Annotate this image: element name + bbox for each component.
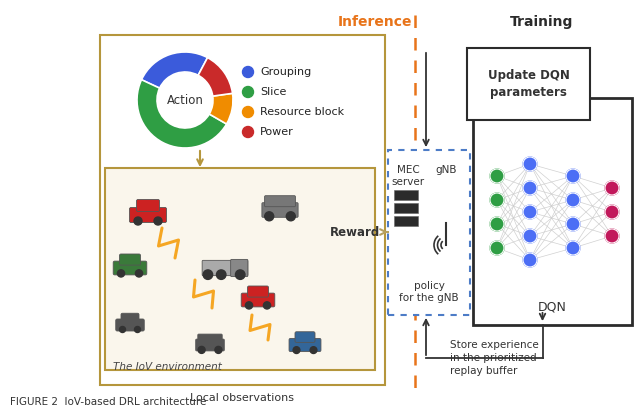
Bar xyxy=(467,48,590,120)
Circle shape xyxy=(120,326,125,333)
FancyBboxPatch shape xyxy=(394,203,418,213)
Circle shape xyxy=(198,346,205,353)
Wedge shape xyxy=(198,58,232,96)
FancyBboxPatch shape xyxy=(264,196,296,207)
Circle shape xyxy=(310,347,317,353)
Text: Store experience
in the prioritized
replay buffer: Store experience in the prioritized repl… xyxy=(450,340,539,376)
Circle shape xyxy=(243,86,253,97)
Text: Local observations: Local observations xyxy=(191,393,294,403)
FancyBboxPatch shape xyxy=(394,190,418,200)
Circle shape xyxy=(566,193,580,207)
Text: Slice: Slice xyxy=(260,87,286,97)
Circle shape xyxy=(158,73,212,127)
Text: FIGURE 2  IoV-based DRL architecture: FIGURE 2 IoV-based DRL architecture xyxy=(10,397,206,407)
Circle shape xyxy=(216,270,226,279)
Bar xyxy=(100,35,385,385)
Circle shape xyxy=(523,181,537,195)
Circle shape xyxy=(605,181,619,195)
Circle shape xyxy=(605,205,619,219)
Bar xyxy=(105,168,375,370)
Text: The IoV environment: The IoV environment xyxy=(113,362,222,372)
Circle shape xyxy=(134,326,141,333)
Wedge shape xyxy=(209,93,233,124)
Bar xyxy=(388,150,470,315)
Circle shape xyxy=(117,270,125,277)
FancyBboxPatch shape xyxy=(113,261,147,275)
Text: gNB: gNB xyxy=(435,165,457,175)
Circle shape xyxy=(523,253,537,267)
Circle shape xyxy=(566,241,580,255)
Circle shape xyxy=(566,217,580,231)
Text: Update DQN
parameters: Update DQN parameters xyxy=(488,69,570,99)
Circle shape xyxy=(523,157,537,171)
Text: Action: Action xyxy=(166,94,204,106)
FancyBboxPatch shape xyxy=(136,200,159,211)
FancyBboxPatch shape xyxy=(241,293,275,307)
Circle shape xyxy=(243,126,253,137)
FancyBboxPatch shape xyxy=(289,338,321,352)
Circle shape xyxy=(490,169,504,183)
FancyBboxPatch shape xyxy=(121,313,139,323)
Circle shape xyxy=(264,302,271,309)
Circle shape xyxy=(243,67,253,77)
Text: DQN: DQN xyxy=(538,300,567,313)
FancyBboxPatch shape xyxy=(295,332,315,342)
Circle shape xyxy=(523,205,537,219)
Circle shape xyxy=(286,212,295,221)
FancyBboxPatch shape xyxy=(196,339,224,351)
Circle shape xyxy=(293,347,300,353)
Text: Power: Power xyxy=(260,127,294,137)
FancyBboxPatch shape xyxy=(116,319,144,331)
Text: Training: Training xyxy=(510,15,573,29)
Bar xyxy=(473,98,632,325)
Wedge shape xyxy=(137,80,227,148)
Circle shape xyxy=(265,212,274,221)
Circle shape xyxy=(490,241,504,255)
Circle shape xyxy=(236,270,245,279)
FancyBboxPatch shape xyxy=(198,334,222,343)
Circle shape xyxy=(136,270,143,277)
Text: Inference: Inference xyxy=(338,15,412,29)
Circle shape xyxy=(203,270,212,279)
Circle shape xyxy=(566,169,580,183)
Text: Resource block: Resource block xyxy=(260,107,344,117)
FancyBboxPatch shape xyxy=(230,259,248,276)
Text: Grouping: Grouping xyxy=(260,67,311,77)
Circle shape xyxy=(490,193,504,207)
Text: Reward: Reward xyxy=(330,225,380,238)
FancyBboxPatch shape xyxy=(120,254,141,265)
FancyBboxPatch shape xyxy=(394,216,418,226)
Circle shape xyxy=(215,346,222,353)
Circle shape xyxy=(154,217,162,225)
Text: policy
for the gNB: policy for the gNB xyxy=(399,281,459,303)
FancyBboxPatch shape xyxy=(202,261,248,276)
Wedge shape xyxy=(141,52,207,88)
Circle shape xyxy=(523,229,537,243)
Circle shape xyxy=(490,217,504,231)
FancyBboxPatch shape xyxy=(248,286,269,297)
Circle shape xyxy=(605,229,619,243)
FancyBboxPatch shape xyxy=(129,207,166,222)
Circle shape xyxy=(245,302,253,309)
Circle shape xyxy=(243,106,253,117)
Text: MEC
server: MEC server xyxy=(392,165,424,187)
Circle shape xyxy=(134,217,142,225)
FancyBboxPatch shape xyxy=(262,203,298,217)
